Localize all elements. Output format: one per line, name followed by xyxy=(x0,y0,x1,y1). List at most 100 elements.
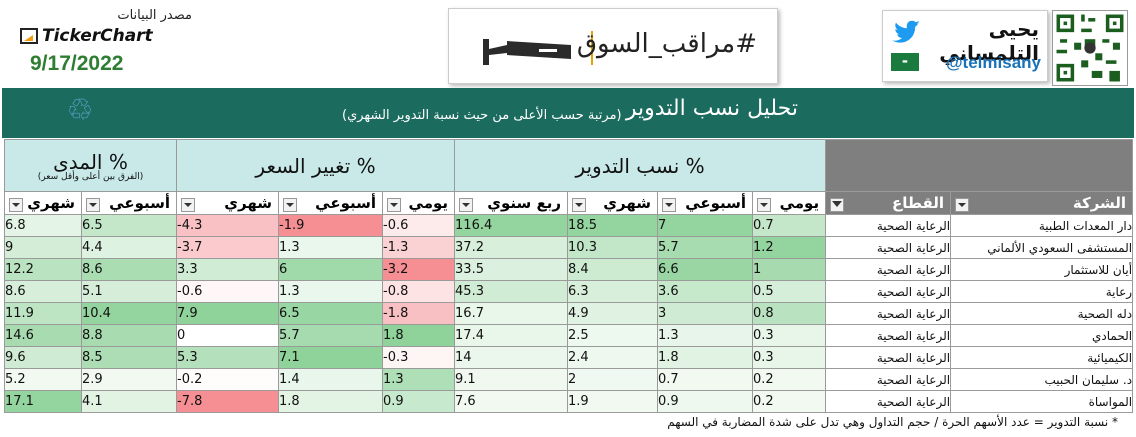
cell-price-weekly: 5.7 xyxy=(278,324,384,347)
dropdown-arrow-icon[interactable] xyxy=(181,198,196,212)
cell-company: المستشفى السعودي الألماني xyxy=(950,236,1134,259)
cell-turnover-daily: 0.3 xyxy=(752,324,827,347)
col-sector[interactable]: القطاع xyxy=(825,191,952,215)
dropdown-arrow-icon[interactable] xyxy=(572,198,587,212)
cell-turnover-monthly: 2.5 xyxy=(567,324,659,347)
cell-price-daily: -3.2 xyxy=(382,258,456,281)
cell-range-weekly: 6.5 xyxy=(80,214,178,237)
cell-turnover-quarterly: 37.2 xyxy=(454,236,569,259)
tickerchart-logo-text: TickerChart xyxy=(42,26,153,46)
col-turnover-quarterly[interactable]: ربع سنوي xyxy=(454,191,569,215)
cell-turnover-quarterly: 7.6 xyxy=(454,390,569,413)
cell-price-monthly: 5.3 xyxy=(176,346,280,369)
cell-range-weekly: 8.5 xyxy=(80,346,178,369)
cell-turnover-monthly: 2 xyxy=(567,368,659,391)
cell-turnover-monthly: 18.5 xyxy=(567,214,659,237)
cell-turnover-monthly: 10.3 xyxy=(567,236,659,259)
cell-sector: الرعاية الصحية xyxy=(825,302,952,325)
cell-range-monthly: 8.6 xyxy=(4,280,82,303)
col-price-weekly[interactable]: أسبوعي xyxy=(278,191,384,215)
qr-code xyxy=(1052,10,1128,86)
report-subtitle: (مرتبة حسب الأعلى من حيث نسبة التدوير ال… xyxy=(342,108,622,123)
cell-sector: الرعاية الصحية xyxy=(825,258,952,281)
table-row: 17.1 4.1 -7.8 1.8 0.9 7.6 1.9 0.9 0.2 الرعاية الص… xyxy=(4,390,1134,413)
col-company[interactable]: الشركة xyxy=(950,191,1134,215)
turnover-table: المدى % (الفرق بين أعلى وأقل سعر) تغيير … xyxy=(3,139,1134,413)
cell-turnover-daily: 0.5 xyxy=(752,280,827,303)
cell-price-monthly: -4.3 xyxy=(176,214,280,237)
cell-turnover-quarterly: 17.4 xyxy=(454,324,569,347)
cell-turnover-daily: 1.2 xyxy=(752,236,827,259)
cell-range-weekly: 4.1 xyxy=(80,390,178,413)
data-source-label: مصدر البيانات xyxy=(117,8,192,23)
dropdown-arrow-icon[interactable] xyxy=(86,198,100,212)
col-turnover-daily[interactable]: يومي xyxy=(752,191,827,215)
cell-turnover-quarterly: 116.4 xyxy=(454,214,569,237)
cell-range-monthly: 9 xyxy=(4,236,82,259)
cell-range-monthly: 5.2 xyxy=(4,368,82,391)
cell-price-weekly: 1.4 xyxy=(278,368,384,391)
cell-sector: الرعاية الصحية xyxy=(825,214,952,237)
col-range-monthly[interactable]: شهري xyxy=(4,191,82,215)
cell-turnover-monthly: 1.9 xyxy=(567,390,659,413)
cell-turnover-daily: 0.2 xyxy=(752,368,827,391)
cell-range-monthly: 14.6 xyxy=(4,324,82,347)
cell-turnover-daily: 0.8 xyxy=(752,302,827,325)
market-watch-banner: #مراقب_السوق xyxy=(448,8,778,84)
filter-icon[interactable] xyxy=(830,198,845,212)
cell-price-weekly: 7.1 xyxy=(278,346,384,369)
group-header-row: المدى % (الفرق بين أعلى وأقل سعر) تغيير … xyxy=(3,139,1134,192)
dropdown-arrow-icon[interactable] xyxy=(9,198,23,212)
cell-turnover-monthly: 2.4 xyxy=(567,346,659,369)
col-turnover-monthly[interactable]: شهري xyxy=(567,191,659,215)
cell-range-weekly: 10.4 xyxy=(80,302,178,325)
col-price-daily[interactable]: يومي xyxy=(382,191,456,215)
col-price-monthly[interactable]: شهري xyxy=(176,191,280,215)
cell-company: أيان للاستثمار xyxy=(950,258,1134,281)
cell-price-weekly: 1.3 xyxy=(278,280,384,303)
cell-turnover-daily: 0.7 xyxy=(752,214,827,237)
cell-turnover-weekly: 1.3 xyxy=(657,324,754,347)
cell-turnover-weekly: 3.6 xyxy=(657,280,754,303)
dropdown-arrow-icon[interactable] xyxy=(283,198,298,212)
table-row: 9 4.4 -3.7 1.3 -1.3 37.2 10.3 5.7 1.2 الرعاية الص… xyxy=(4,236,1134,259)
cell-turnover-daily: 0.2 xyxy=(752,390,827,413)
cell-company: دله الصحية xyxy=(950,302,1134,325)
twitter-bird-icon xyxy=(892,20,920,43)
dropdown-arrow-icon[interactable] xyxy=(459,198,474,212)
cell-price-daily: -0.8 xyxy=(382,280,456,303)
cell-price-monthly: 3.3 xyxy=(176,258,280,281)
cell-price-monthly: -7.8 xyxy=(176,390,280,413)
col-turnover-weekly[interactable]: أسبوعي xyxy=(657,191,754,215)
dropdown-arrow-icon[interactable] xyxy=(757,198,772,212)
report-title: تحليل نسب التدوير xyxy=(625,96,798,121)
cell-turnover-weekly: 6.6 xyxy=(657,258,754,281)
author-profile-card: ▬ يحيى التلمساني @telmisany xyxy=(882,10,1048,82)
dropdown-arrow-icon[interactable] xyxy=(955,198,970,212)
author-handle: @telmisany xyxy=(945,53,1041,72)
cell-sector: الرعاية الصحية xyxy=(825,236,952,259)
cell-turnover-quarterly: 14 xyxy=(454,346,569,369)
col-range-weekly[interactable]: أسبوعي xyxy=(80,191,178,215)
saudi-flag-icon: ▬ xyxy=(891,53,919,71)
cell-price-daily: -0.6 xyxy=(382,214,456,237)
price-change-group-header: تغيير السعر % xyxy=(176,139,456,192)
dropdown-arrow-icon[interactable] xyxy=(387,198,402,212)
cell-price-weekly: 6.5 xyxy=(278,302,384,325)
dropdown-arrow-icon[interactable] xyxy=(662,198,677,212)
cell-range-monthly: 11.9 xyxy=(4,302,82,325)
table-row: 8.6 5.1 -0.6 1.3 -0.8 45.3 6.3 3.6 0.5 الرعاية ال… xyxy=(4,280,1134,303)
turnover-group-header: نسب التدوير % xyxy=(454,139,827,192)
header-blank-area xyxy=(825,139,1134,192)
cell-turnover-weekly: 0.9 xyxy=(657,390,754,413)
cell-sector: الرعاية الصحية xyxy=(825,368,952,391)
cell-turnover-quarterly: 45.3 xyxy=(454,280,569,303)
table-row: 9.6 8.5 5.3 7.1 -0.3 14 2.4 1.8 0.3 الرعاية الصحي… xyxy=(4,346,1134,369)
table-row: 12.2 8.6 3.3 6 -3.2 33.5 8.4 6.6 1 الرعاية الصحية… xyxy=(4,258,1134,281)
cell-price-daily: -1.3 xyxy=(382,236,456,259)
cell-turnover-monthly: 4.9 xyxy=(567,302,659,325)
cell-turnover-quarterly: 16.7 xyxy=(454,302,569,325)
cell-sector: الرعاية الصحية xyxy=(825,346,952,369)
footnote: * نسبة التدوير = عدد الأسهم الحرة / حجم … xyxy=(667,415,1118,429)
report-date: 9/17/2022 xyxy=(30,52,124,75)
